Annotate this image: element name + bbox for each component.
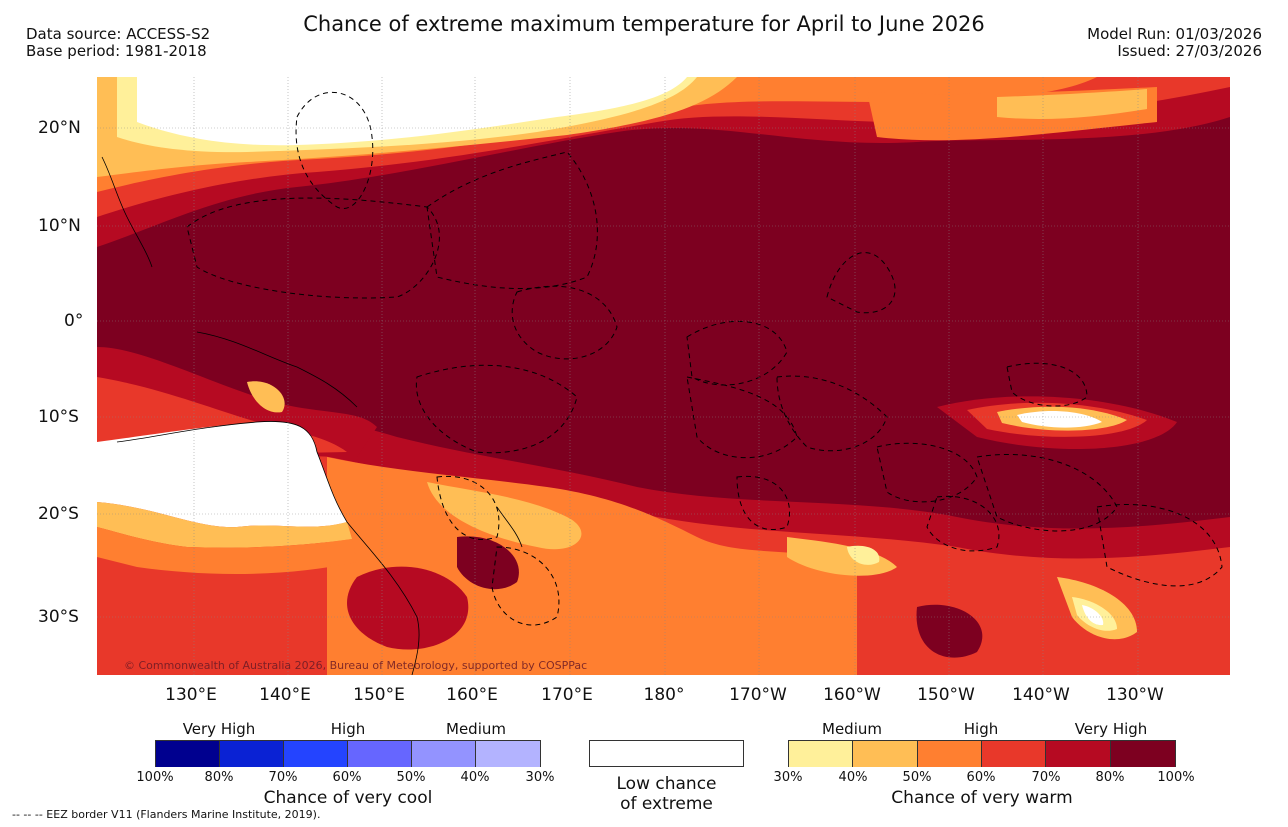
lon-label-170w: 170°W bbox=[729, 685, 787, 705]
warm-band-very-high: Very High bbox=[1074, 720, 1148, 738]
low-chance-label-1: Low chance bbox=[616, 774, 717, 794]
cool-swatch-5 bbox=[476, 741, 540, 767]
warm-legend-title: Chance of very warm bbox=[891, 788, 1073, 808]
lat-label-eq: 0° bbox=[64, 311, 84, 331]
lon-label-170e: 170°E bbox=[541, 685, 593, 705]
png-coastline bbox=[196, 331, 358, 408]
map-canvas bbox=[97, 77, 1230, 675]
run-info: Model Run: 01/03/2026 Issued: 27/03/2026 bbox=[1087, 26, 1262, 60]
lon-label-160w: 160°W bbox=[823, 685, 881, 705]
cool-band-high: High bbox=[330, 720, 366, 738]
lat-label-20s: 20°S bbox=[38, 504, 79, 524]
warm-swatch-0 bbox=[789, 741, 854, 767]
lon-label-140w: 140°W bbox=[1012, 685, 1070, 705]
cool-tick-100: 100% bbox=[136, 770, 174, 785]
cool-tick-80: 80% bbox=[204, 770, 234, 785]
australia-white bbox=[97, 421, 347, 528]
lat-label-30s: 30°S bbox=[38, 607, 79, 627]
warm-colorbar bbox=[788, 740, 1176, 767]
lon-label-150e: 150°E bbox=[353, 685, 405, 705]
lat-label-10s: 10°S bbox=[38, 407, 79, 427]
warm-swatch-4 bbox=[1046, 741, 1111, 767]
lon-label-140e: 140°E bbox=[259, 685, 311, 705]
warm-band-medium: Medium bbox=[822, 720, 882, 738]
forecast-map bbox=[97, 77, 1230, 675]
cool-swatch-3 bbox=[348, 741, 412, 767]
south-blob-white-1 bbox=[1082, 605, 1104, 626]
warm-tick-40: 40% bbox=[838, 770, 868, 785]
cool-tick-50: 50% bbox=[396, 770, 426, 785]
map-title: Chance of extreme maximum temperature fo… bbox=[303, 12, 985, 36]
lat-label-20n: 20°N bbox=[38, 118, 81, 138]
model-run: Model Run: 01/03/2026 bbox=[1087, 25, 1262, 43]
lon-label-150w: 150°W bbox=[917, 685, 975, 705]
warm-swatch-3 bbox=[982, 741, 1047, 767]
cool-band-very-high: Very High bbox=[182, 720, 256, 738]
data-source: Data source: ACCESS-S2 bbox=[26, 25, 211, 43]
cool-band-medium: Medium bbox=[446, 720, 506, 738]
eez-borders bbox=[186, 91, 1223, 626]
low-chance-label-2: of extreme bbox=[620, 794, 713, 814]
cool-tick-40: 40% bbox=[460, 770, 490, 785]
warm-tick-70: 70% bbox=[1031, 770, 1061, 785]
newzealand-coastline bbox=[496, 506, 523, 548]
cool-swatch-1 bbox=[220, 741, 284, 767]
cool-colorbar bbox=[155, 740, 541, 767]
warm-tick-80: 80% bbox=[1095, 770, 1125, 785]
source-info: Data source: ACCESS-S2 Base period: 1981… bbox=[26, 26, 210, 60]
graticule bbox=[97, 77, 1230, 675]
west-region-amber bbox=[247, 381, 285, 413]
south-blob-dark-3 bbox=[916, 604, 983, 658]
lon-label-160e: 160°E bbox=[446, 685, 498, 705]
cool-swatch-0 bbox=[156, 741, 220, 767]
cool-tick-30: 30% bbox=[525, 770, 555, 785]
eez-footnote: -- -- -- EEZ border V11 (Flanders Marine… bbox=[12, 808, 321, 821]
cool-tick-70: 70% bbox=[268, 770, 298, 785]
lat-label-10n: 10°N bbox=[38, 216, 81, 236]
cool-swatch-2 bbox=[284, 741, 348, 767]
east-pacific-white bbox=[1017, 411, 1102, 428]
south-blob-dark-2 bbox=[457, 536, 519, 590]
south-blob-dark-1 bbox=[347, 566, 469, 650]
south-blob-amber-2 bbox=[787, 537, 897, 576]
cool-legend-title: Chance of very cool bbox=[263, 788, 433, 808]
cool-tick-60: 60% bbox=[332, 770, 362, 785]
warm-swatch-1 bbox=[853, 741, 918, 767]
warm-tick-30: 30% bbox=[773, 770, 803, 785]
south-blob-amber-1 bbox=[427, 482, 582, 550]
lon-label-180: 180° bbox=[643, 685, 685, 705]
lon-label-130w: 130°W bbox=[1106, 685, 1164, 705]
warm-swatch-2 bbox=[917, 741, 982, 767]
warm-tick-50: 50% bbox=[902, 770, 932, 785]
warm-swatch-5 bbox=[1110, 741, 1175, 767]
australia-coastline bbox=[116, 421, 420, 675]
issued-date: Issued: 27/03/2026 bbox=[1117, 42, 1262, 60]
cool-swatch-4 bbox=[412, 741, 476, 767]
australia-coast-orange bbox=[97, 527, 357, 574]
base-period: Base period: 1981-2018 bbox=[26, 42, 207, 60]
north-stripe-light bbox=[997, 89, 1147, 120]
copyright-notice: © Commonwealth of Australia 2026, Bureau… bbox=[124, 659, 588, 672]
philippines-coastline bbox=[101, 156, 153, 268]
warm-band-high: High bbox=[963, 720, 999, 738]
warm-tick-100: 100% bbox=[1157, 770, 1195, 785]
warm-tick-60: 60% bbox=[966, 770, 996, 785]
lon-label-130e: 130°E bbox=[165, 685, 217, 705]
low-chance-swatch bbox=[589, 740, 744, 767]
